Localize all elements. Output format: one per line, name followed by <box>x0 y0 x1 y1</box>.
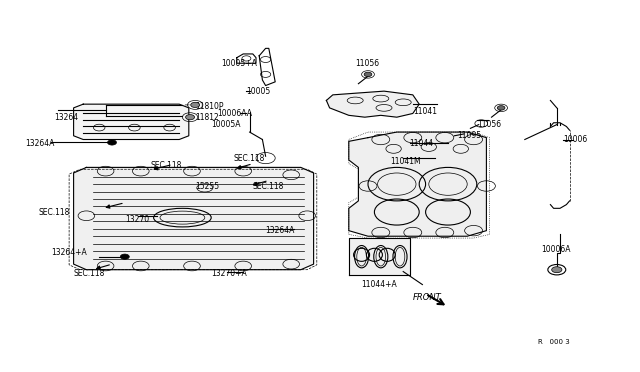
Text: SEC.118: SEC.118 <box>234 154 265 163</box>
Text: SEC.118: SEC.118 <box>253 182 284 190</box>
Circle shape <box>108 140 116 145</box>
Polygon shape <box>349 238 410 275</box>
Text: 10006A: 10006A <box>541 245 570 254</box>
Text: 11041M: 11041M <box>390 157 421 166</box>
Text: SEC.118: SEC.118 <box>74 269 105 278</box>
Circle shape <box>552 267 562 273</box>
Text: 10006: 10006 <box>563 135 588 144</box>
Text: 15255: 15255 <box>195 182 220 190</box>
Text: 11041: 11041 <box>413 107 437 116</box>
Text: 11812: 11812 <box>195 113 219 122</box>
Text: 11044+A: 11044+A <box>362 280 397 289</box>
Circle shape <box>497 106 505 110</box>
Text: R   000 3: R 000 3 <box>538 339 570 345</box>
Text: 13264A: 13264A <box>266 226 295 235</box>
Circle shape <box>364 72 372 77</box>
Polygon shape <box>74 104 189 140</box>
Circle shape <box>120 254 129 259</box>
Text: 10005+A: 10005+A <box>221 59 257 68</box>
Circle shape <box>186 115 195 120</box>
Polygon shape <box>349 132 486 236</box>
Text: 10005: 10005 <box>246 87 271 96</box>
Circle shape <box>191 102 200 108</box>
Text: 10006AA: 10006AA <box>218 109 253 118</box>
Text: 11044: 11044 <box>410 139 434 148</box>
Text: 13270+A: 13270+A <box>211 269 247 278</box>
Text: 11056: 11056 <box>355 59 380 68</box>
Text: SEC.118: SEC.118 <box>150 161 182 170</box>
Text: 11056: 11056 <box>477 120 501 129</box>
Polygon shape <box>326 91 419 117</box>
Text: 10005A: 10005A <box>211 120 241 129</box>
Polygon shape <box>74 167 314 270</box>
Text: 13270: 13270 <box>125 215 149 224</box>
Text: 11095: 11095 <box>458 131 482 140</box>
Text: SEC.118: SEC.118 <box>38 208 70 217</box>
Text: FRONT: FRONT <box>413 293 442 302</box>
Text: 11810P: 11810P <box>195 102 224 110</box>
Text: 13264+A: 13264+A <box>51 248 87 257</box>
Text: 13264A: 13264A <box>26 139 55 148</box>
Text: 13264: 13264 <box>54 113 79 122</box>
